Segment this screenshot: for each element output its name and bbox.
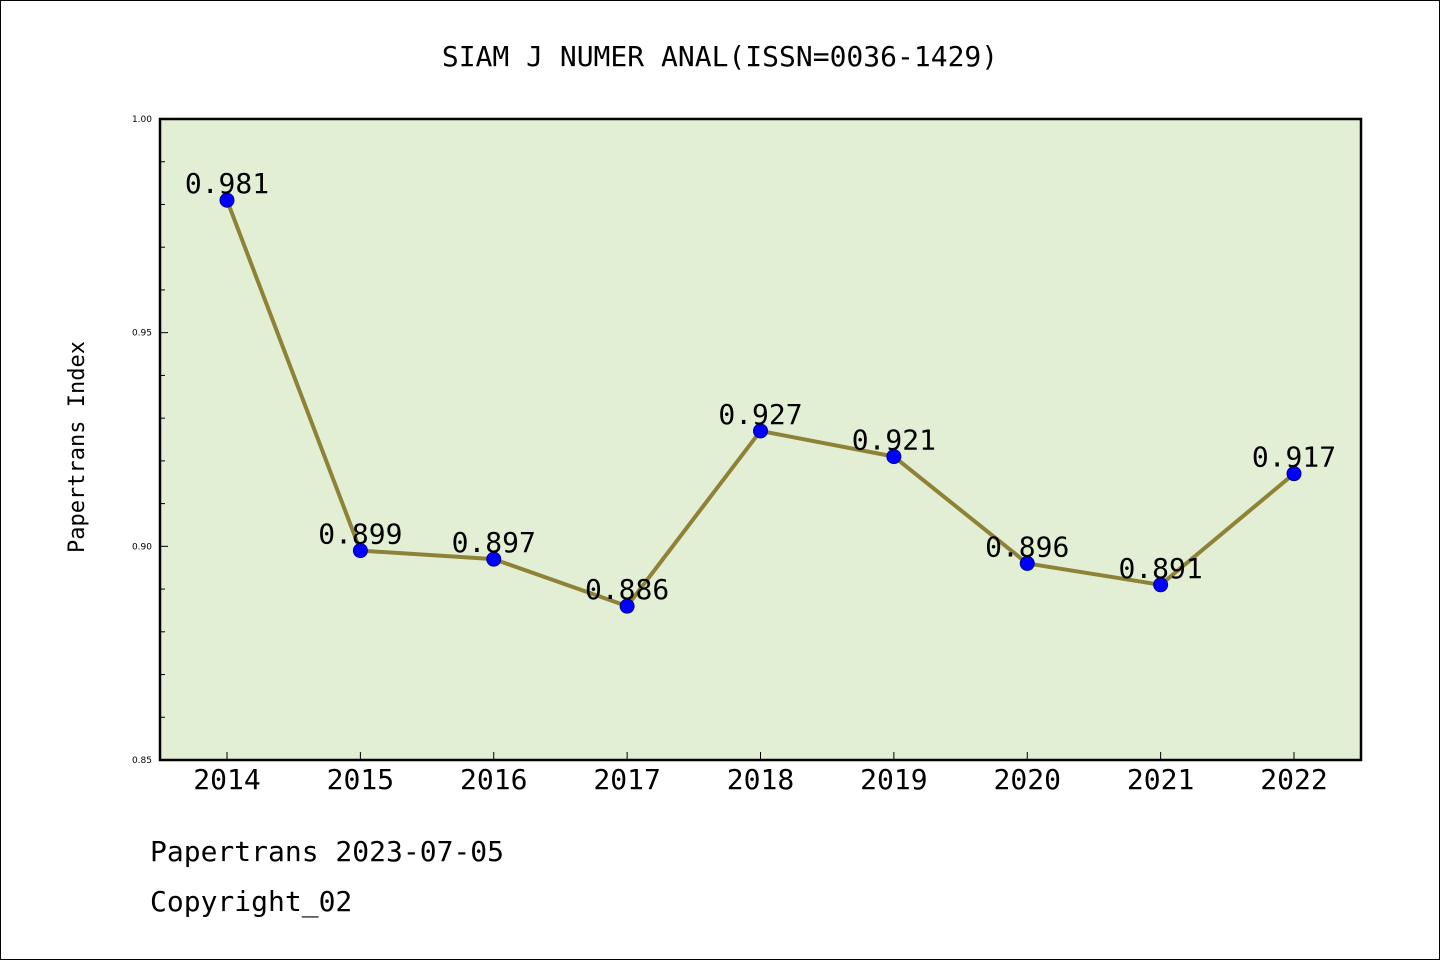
data-point-marker xyxy=(753,423,768,439)
data-label: 0.927 xyxy=(718,398,802,431)
series-markers xyxy=(219,192,1302,614)
data-label: 0.891 xyxy=(1118,552,1202,585)
plot-area xyxy=(160,119,1361,760)
y-tick-label: 0.85 xyxy=(132,756,152,766)
data-point-marker xyxy=(886,449,902,465)
data-point-marker xyxy=(1019,555,1035,571)
data-point-marker xyxy=(219,192,235,208)
y-tick-label: 0.90 xyxy=(132,542,152,552)
data-point-marker xyxy=(486,551,502,567)
footer-date-text: Papertrans 2023-07-05 xyxy=(150,835,505,868)
chart-title: SIAM J NUMER ANAL(ISSN=0036-1429) xyxy=(442,40,998,73)
data-label: 0.896 xyxy=(985,530,1069,563)
x-tick-label: 2014 xyxy=(193,763,260,796)
x-tick-label: 2016 xyxy=(460,763,527,796)
x-tick-label: 2021 xyxy=(1127,763,1194,796)
data-label: 0.897 xyxy=(452,526,536,559)
x-tick-label: 2022 xyxy=(1260,763,1327,796)
data-label: 0.917 xyxy=(1252,441,1336,474)
data-point-marker xyxy=(1286,466,1302,482)
x-tick-label: 2017 xyxy=(593,763,660,796)
data-label: 0.921 xyxy=(852,424,936,457)
y-tick-labels: 0.85 0.90 0.95 1.00 xyxy=(132,115,152,766)
y-tick-label: 1.00 xyxy=(132,115,152,125)
y-tick-label: 0.95 xyxy=(132,329,152,339)
x-tick-labels: 2014 2015 2016 2017 2018 2019 2020 2021 2022 xyxy=(193,763,1327,796)
data-point-marker xyxy=(352,543,368,559)
data-label: 0.886 xyxy=(585,573,669,606)
data-point-marker xyxy=(1153,577,1169,593)
footer-copyright-text: Copyright_02 xyxy=(150,885,353,918)
data-label: 0.981 xyxy=(185,167,269,200)
data-point-marker xyxy=(619,598,635,614)
x-tick-label: 2018 xyxy=(727,763,794,796)
x-tick-label: 2019 xyxy=(860,763,927,796)
x-tick-label: 2020 xyxy=(994,763,1061,796)
x-tick-label: 2015 xyxy=(327,763,394,796)
plot-border xyxy=(158,117,1363,762)
data-label: 0.899 xyxy=(318,518,402,551)
data-labels: 0.981 0.899 0.897 0.886 0.927 0.921 0.896 0.891… xyxy=(185,167,1336,606)
y-axis-label: Papertrans Index xyxy=(65,341,90,553)
